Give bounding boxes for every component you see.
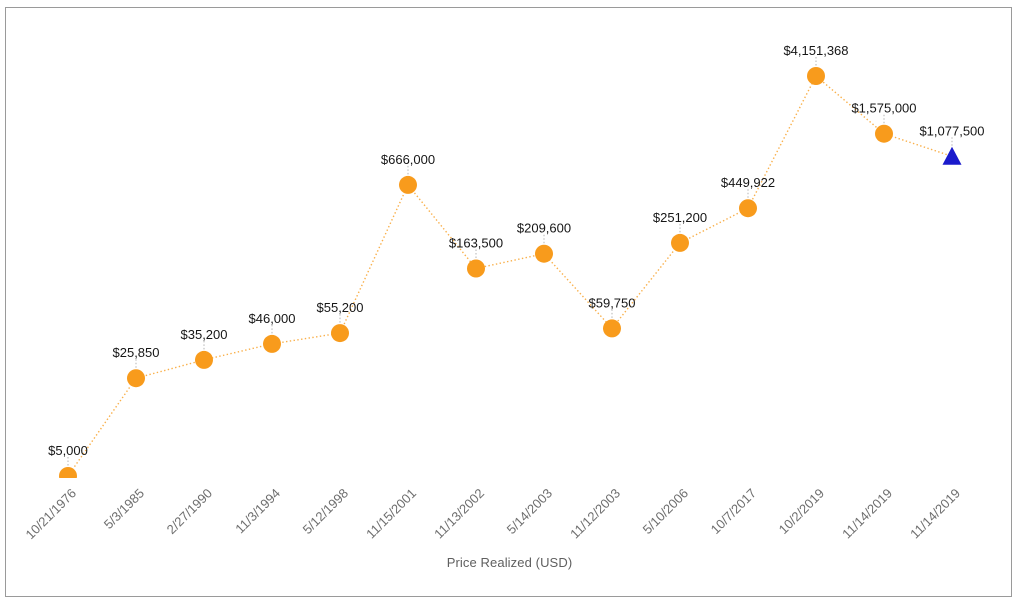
x-axis-tick-label: 11/14/2019	[907, 486, 963, 542]
point-value-label: $1,575,000	[851, 101, 916, 116]
x-axis-tick-label: 5/12/1998	[300, 486, 352, 538]
x-axis-tick-label: 10/21/1976	[22, 486, 79, 543]
data-point-marker[interactable]	[807, 67, 825, 85]
data-point-marker[interactable]	[535, 244, 553, 263]
series-group	[59, 67, 962, 485]
x-axis-tick-label: 5/14/2003	[504, 486, 556, 538]
point-value-label: $666,000	[381, 152, 435, 167]
data-point-marker-triangle[interactable]	[942, 146, 962, 165]
point-value-label: $25,850	[113, 345, 160, 360]
data-point-marker[interactable]	[671, 233, 689, 252]
x-axis-tick-label: 5/3/1985	[101, 486, 147, 532]
point-value-label: $59,750	[589, 295, 636, 310]
data-point-marker[interactable]	[263, 334, 281, 353]
point-value-label: $5,000	[48, 443, 88, 458]
point-value-label: $163,500	[449, 236, 503, 251]
data-point-marker[interactable]	[127, 369, 145, 388]
point-value-label: $35,200	[181, 327, 228, 342]
point-value-label: $449,922	[721, 175, 775, 190]
point-value-label: $46,000	[249, 311, 296, 326]
x-axis-tick-label: 10/7/2017	[708, 486, 760, 538]
data-point-marker[interactable]	[195, 350, 213, 369]
point-value-label: $251,200	[653, 210, 707, 225]
point-value-label: $55,200	[317, 300, 364, 315]
x-axis-tick-label: 11/15/2001	[363, 486, 419, 542]
x-axis-tick-label: 11/3/1994	[232, 486, 283, 537]
data-point-marker[interactable]	[739, 199, 757, 218]
chart-frame	[5, 7, 1012, 597]
x-axis-title: Price Realized (USD)	[446, 555, 573, 570]
x-axis-tick-label: 2/27/1990	[164, 486, 216, 538]
data-point-marker[interactable]	[399, 175, 417, 194]
series-line	[67, 74, 953, 477]
data-point-marker[interactable]	[875, 124, 893, 143]
x-axis-tick-label: 11/13/2002	[431, 486, 487, 542]
x-axis-tick-label: 11/14/2019	[839, 486, 895, 542]
data-point-marker[interactable]	[603, 319, 621, 338]
x-axis-tick-label: 11/12/2003	[567, 486, 623, 542]
point-value-label: $209,600	[517, 221, 571, 236]
point-value-label: $4,151,368	[783, 43, 848, 58]
x-axis-tick-label: 5/10/2006	[640, 486, 692, 538]
point-value-label: $1,077,500	[919, 123, 984, 138]
data-point-marker[interactable]	[331, 324, 349, 343]
x-axis-tick-label: 10/2/2019	[776, 486, 828, 538]
data-point-marker[interactable]	[59, 467, 77, 485]
data-point-marker[interactable]	[467, 259, 485, 278]
